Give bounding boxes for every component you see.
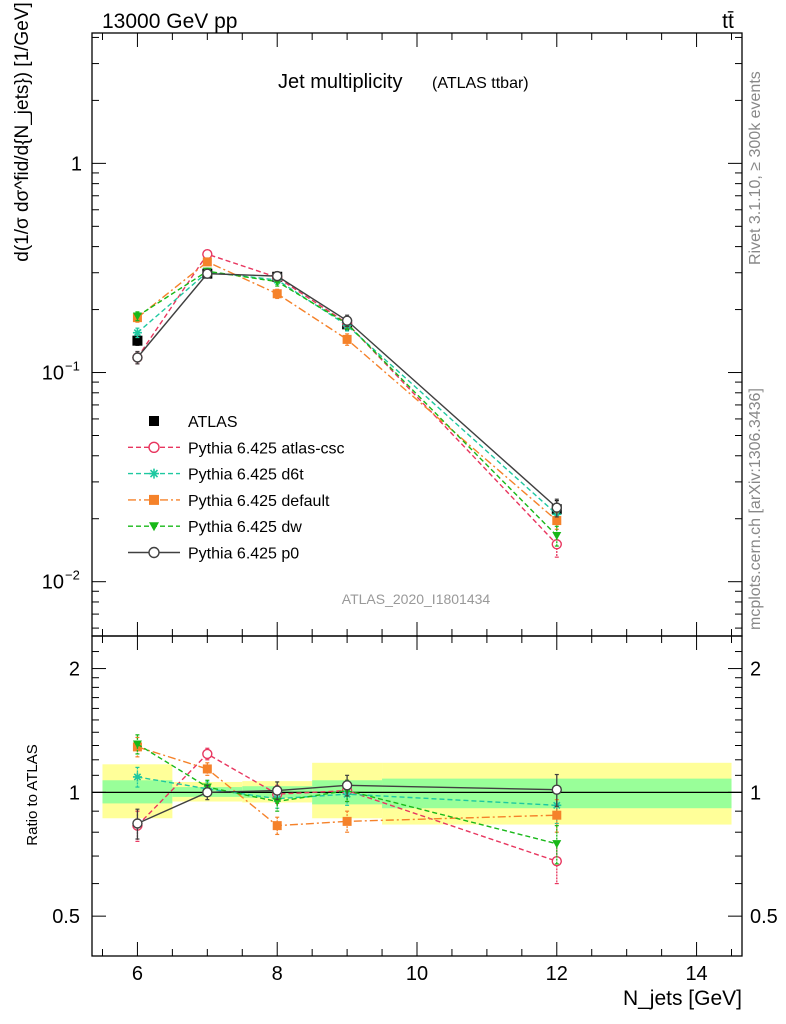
legend-item: Pythia 6.425 p0 (128, 546, 299, 563)
main-chart-title: Jet multiplicity (278, 71, 402, 93)
legend-label: ATLAS (188, 414, 238, 431)
marker-square (272, 821, 282, 831)
ratio-series-group (132, 734, 562, 885)
series-line (137, 776, 557, 807)
legend-item: Pythia 6.425 d6t (128, 467, 304, 484)
x-tick-label: 12 (546, 963, 568, 985)
marker-triangle (272, 797, 282, 807)
marker-asterisk (132, 328, 142, 338)
marker-triangle (552, 840, 562, 849)
legend-item: Pythia 6.425 atlas-csc (128, 440, 345, 457)
marker-circle (272, 785, 283, 796)
ratio-y-tick-label-right: 1 (750, 782, 761, 804)
marker-circle (132, 818, 143, 829)
series-pythia-6-425-default (132, 257, 562, 530)
marker-square (342, 334, 352, 344)
y-tick-label: 1 (71, 153, 82, 175)
series-pythia-6-425-p0 (132, 773, 562, 840)
ratio-y-tick-label-right: 2 (750, 659, 761, 681)
ratio-frame (91, 635, 743, 957)
legend-label: Pythia 6.425 d6t (188, 467, 304, 484)
legend-label: Pythia 6.425 dw (188, 519, 302, 536)
legend-item: ATLAS (149, 414, 238, 431)
energy-label: 13000 GeV pp (102, 10, 237, 33)
marker-circle (148, 441, 160, 453)
marker-circle (148, 546, 160, 559)
y-tick-label: 10 (42, 572, 64, 594)
marker-circle (341, 315, 353, 326)
marker-triangle (552, 532, 562, 541)
ratio-y-tick-label-right: 0.5 (750, 906, 778, 928)
marker-circle (202, 268, 213, 279)
ratio-panel: 0.5 0.51 12 2 6 8 10 12 14 Ratio to ATLAS N_jet… (24, 635, 778, 1010)
marker-square (149, 494, 159, 505)
rivet-label: Rivet 3.1.10, ≥ 300k events (747, 71, 764, 265)
series-line (136, 253, 558, 545)
x-tick-label: 8 (272, 963, 283, 985)
marker-square (132, 335, 143, 346)
ratio-uncertainty-bands (102, 762, 732, 825)
ratio-y-tick-label: 2 (69, 659, 80, 681)
marker-circle (551, 539, 562, 550)
x-tick-labels: 6 8 10 12 14 (132, 963, 708, 985)
legend-label: Pythia 6.425 default (188, 493, 330, 510)
marker-square (202, 257, 212, 267)
ratio-y-tick-label: 1 (69, 782, 80, 804)
marker-triangle (149, 522, 159, 532)
ratio-y-axis-label: Ratio to ATLAS (24, 744, 41, 845)
y-tick-exponent: −2 (65, 568, 80, 583)
analysis-watermark: ATLAS_2020_I1801434 (342, 591, 491, 607)
marker-circle (202, 248, 213, 260)
y-tick-exponent: −1 (65, 359, 80, 374)
marker-circle (132, 352, 143, 363)
marker-circle (202, 748, 213, 760)
process-label: tt̄ (722, 10, 734, 33)
main-axes-ticks (92, 33, 742, 636)
x-tick-label: 10 (406, 963, 428, 985)
marker-asterisk (132, 772, 142, 782)
marker-square (202, 764, 212, 774)
legend-item: Pythia 6.425 dw (128, 519, 302, 536)
series-pythia-6-425-p0 (132, 268, 562, 518)
legend: ATLAS Pythia 6.425 atlas-csc Pythia 6.425 … (128, 414, 345, 563)
series-pythia-6-425-atlas-csc (132, 248, 562, 558)
marker-circle (551, 784, 562, 795)
marker-square (552, 516, 562, 526)
marker-triangle (132, 740, 142, 749)
marker-circle (341, 780, 353, 791)
legend-label: Pythia 6.425 p0 (188, 546, 299, 563)
marker-triangle (132, 312, 142, 321)
ratio-y-tick-label: 0.5 (52, 906, 80, 928)
marker-square (149, 416, 159, 426)
ratio-axes-ticks (92, 635, 742, 957)
main-y-tick-labels: 10 −210 −11 (42, 153, 82, 593)
main-chart-subtitle: (ATLAS ttbar) (432, 75, 529, 92)
marker-square (342, 816, 352, 826)
y-tick-label: 10 (42, 363, 64, 385)
main-series-group (132, 248, 562, 558)
legend-label: Pythia 6.425 atlas-csc (188, 440, 345, 457)
marker-asterisk (149, 468, 159, 479)
main-panel: 10 −210 −11 Jet multiplicity (ATLAS ttbar)… (12, 2, 743, 637)
series-pythia-6-425-d6t (132, 267, 562, 524)
x-tick-label: 14 (685, 963, 707, 985)
marker-square (552, 810, 562, 820)
x-tick-label: 6 (132, 963, 143, 985)
marker-circle (551, 502, 562, 513)
main-y-axis-label: d(1/σ dσ^fid/d{N_jets}) [1/GeV] (12, 2, 33, 261)
ratio-y-tick-labels: 0.5 0.5 1 1 2 2 (52, 659, 778, 929)
source-label: mcplots.cern.ch [arXiv:1306.3436] (747, 388, 764, 630)
legend-item: Pythia 6.425 default (128, 493, 330, 510)
marker-square (272, 289, 282, 299)
marker-circle (272, 270, 283, 282)
x-axis-label: N_jets [GeV] (623, 987, 742, 1010)
marker-circle (202, 787, 213, 798)
